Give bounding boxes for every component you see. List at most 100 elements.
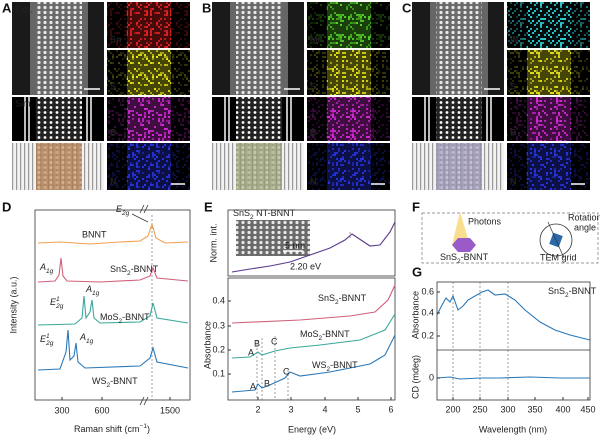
text-part: ) bbox=[147, 424, 150, 434]
text-part: -BNNT bbox=[131, 264, 159, 274]
label: angle bbox=[574, 222, 596, 232]
plot-frame bbox=[227, 209, 396, 277]
tem-band bbox=[36, 2, 82, 95]
rich-label: A1g bbox=[85, 284, 100, 296]
label: 4 bbox=[322, 404, 327, 414]
text-part: 2 bbox=[127, 270, 131, 277]
text-part: 2 bbox=[457, 258, 461, 265]
rich-label: E1 2g bbox=[40, 333, 54, 347]
rich-label: SnS2-BNNT bbox=[440, 252, 489, 264]
tem-band bbox=[236, 2, 282, 95]
sim-edge bbox=[290, 97, 292, 141]
text-part: 2g bbox=[45, 340, 54, 347]
schematic-frame bbox=[421, 212, 599, 264]
text-part: MoS bbox=[100, 312, 119, 322]
map-band bbox=[527, 2, 571, 48]
rich-label: SnS2-BNNT bbox=[548, 286, 597, 298]
text-part: SnS bbox=[318, 293, 335, 303]
rich-label: SnS2 NT-BNNT bbox=[233, 208, 296, 220]
rich-label: E2g bbox=[116, 204, 130, 216]
arrow bbox=[131, 213, 149, 223]
rich-label: E1 2g bbox=[50, 296, 64, 310]
label: G bbox=[412, 264, 422, 279]
label: 400 bbox=[555, 404, 570, 414]
map-band-glow bbox=[327, 97, 371, 141]
label: 450 bbox=[580, 404, 595, 414]
label: A bbox=[2, 0, 12, 15]
tem-edge bbox=[230, 2, 236, 95]
text-part: -BNNT bbox=[330, 360, 358, 370]
label: 300 bbox=[500, 404, 515, 414]
label: Rotation bbox=[568, 212, 600, 222]
label: 0.6 bbox=[421, 286, 434, 296]
text-part: WS bbox=[312, 360, 327, 370]
tem-edge bbox=[30, 2, 36, 95]
label: S bbox=[310, 81, 316, 91]
label: S bbox=[110, 81, 116, 91]
tem-edge bbox=[282, 2, 288, 95]
model-band-texture bbox=[36, 143, 82, 190]
label: 6 bbox=[388, 404, 393, 414]
label: 0.1 bbox=[212, 368, 225, 378]
text-part: NT-BNNT bbox=[254, 208, 296, 218]
text-part: -BNNT bbox=[569, 286, 597, 296]
map-band bbox=[527, 143, 571, 190]
rich-label: Raman shift (cm−1) bbox=[74, 423, 150, 435]
text-part: 1g bbox=[86, 338, 94, 345]
sim-edge bbox=[286, 97, 288, 141]
label: W bbox=[510, 34, 519, 44]
text-part: −1 bbox=[140, 423, 148, 430]
sim-edge bbox=[86, 97, 88, 141]
label: BNNT bbox=[82, 229, 107, 239]
text-part: 1g bbox=[92, 290, 100, 297]
spectrum-curve bbox=[231, 313, 396, 359]
sim-edge bbox=[224, 97, 226, 141]
label: TEM grid bbox=[540, 252, 577, 262]
label: Energy (eV) bbox=[288, 424, 336, 434]
map-band-glow bbox=[527, 2, 571, 48]
tem-edge bbox=[82, 2, 88, 95]
text-part: WS bbox=[92, 376, 107, 386]
map-band bbox=[127, 2, 171, 48]
spectrum-curve bbox=[231, 221, 396, 273]
label: N bbox=[510, 176, 517, 186]
text-part: SnS bbox=[233, 208, 250, 218]
label: Absorbance bbox=[202, 321, 212, 369]
map-band-glow bbox=[527, 143, 571, 190]
label: C bbox=[283, 366, 290, 376]
map-band-glow bbox=[527, 50, 571, 95]
plot-frame bbox=[436, 281, 591, 401]
model-band-texture bbox=[436, 143, 482, 190]
label: 1500 bbox=[160, 405, 180, 415]
label: B bbox=[254, 338, 260, 348]
rich-label: MoS2-BNNT bbox=[100, 312, 150, 324]
label: Sim. bbox=[15, 98, 33, 108]
label: 0.2 bbox=[212, 344, 225, 354]
rich-label: MoS2-BNNT bbox=[300, 329, 350, 341]
label: 200 bbox=[445, 404, 460, 414]
sample-icon bbox=[452, 238, 476, 252]
sim-band bbox=[236, 97, 282, 141]
tem-band bbox=[436, 2, 482, 95]
map-band bbox=[127, 97, 171, 141]
axis-line bbox=[547, 221, 565, 259]
map-band-glow bbox=[327, 50, 371, 95]
text-part: 2 bbox=[107, 382, 111, 389]
label: B bbox=[310, 127, 317, 137]
sim-edge bbox=[490, 97, 492, 141]
label: 3 bbox=[288, 404, 293, 414]
guide-line bbox=[452, 282, 509, 400]
label: 5 nm bbox=[285, 240, 305, 250]
text-part: SnS bbox=[548, 286, 565, 296]
sim-edge bbox=[424, 97, 426, 141]
label: F bbox=[412, 199, 420, 214]
label: D bbox=[2, 199, 11, 214]
label: 300 bbox=[54, 405, 69, 415]
sim-edge bbox=[90, 97, 92, 141]
sim-band bbox=[436, 97, 482, 141]
plot-frame bbox=[34, 209, 191, 401]
map-band bbox=[527, 50, 571, 95]
text-part: E bbox=[50, 297, 57, 307]
label: 600 bbox=[94, 405, 109, 415]
